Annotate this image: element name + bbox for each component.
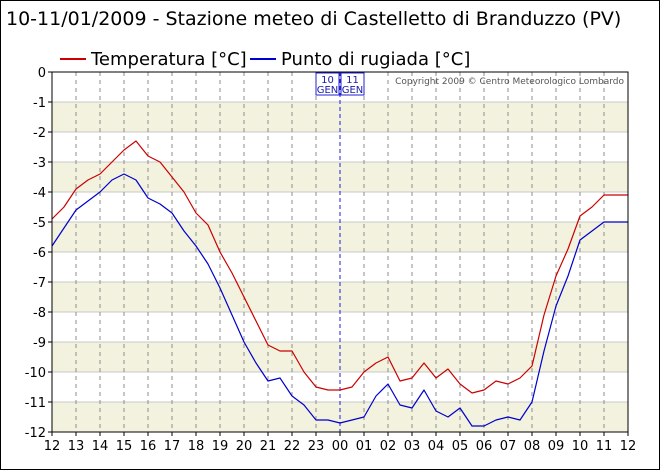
y-tick-label: -12	[25, 426, 46, 441]
legend-item-temperature: Temperatura [°C]	[60, 48, 247, 70]
x-tick-label: 20	[236, 439, 253, 454]
x-tick-label: 03	[404, 439, 421, 454]
x-tick-label: 16	[140, 439, 157, 454]
y-tick-label: -7	[33, 276, 46, 291]
x-tick-label: 21	[260, 439, 277, 454]
legend-swatch-dewpoint	[250, 58, 276, 60]
day-marker-date: 10	[321, 75, 334, 86]
y-tick-label: -11	[25, 396, 46, 411]
y-tick-label: -9	[33, 336, 46, 351]
copyright-text: Copyright 2009 © Centro Meteorologico Lo…	[395, 77, 624, 87]
y-tick-label: -4	[33, 186, 46, 201]
x-tick-label: 08	[524, 439, 541, 454]
x-tick-label: 12	[44, 439, 61, 454]
day-marker-month: GEN	[317, 85, 339, 96]
x-tick-label: 12	[620, 439, 637, 454]
y-tick-label: -8	[33, 306, 46, 321]
x-tick-label: 23	[308, 439, 325, 454]
day-marker-box	[340, 72, 365, 96]
x-tick-label: 10	[572, 439, 589, 454]
y-tick-label: -6	[33, 246, 46, 261]
legend-label-temperature: Temperatura [°C]	[91, 48, 247, 70]
y-tick-label: -10	[25, 366, 46, 381]
legend-swatch-temperature	[60, 58, 86, 60]
y-tick-label: -3	[33, 156, 46, 171]
x-tick-label: 07	[500, 439, 517, 454]
chart-title: 10-11/01/2009 - Stazione meteo di Castel…	[6, 8, 622, 30]
y-tick-label: -1	[33, 96, 46, 111]
x-tick-label: 05	[452, 439, 469, 454]
day-marker-date: 11	[346, 75, 359, 86]
series-line-dewpoint	[51, 173, 628, 427]
x-tick-label: 13	[68, 439, 85, 454]
day-marker-month: GEN	[342, 85, 364, 96]
y-tick-label: -2	[33, 126, 46, 141]
x-tick-label: 22	[284, 439, 301, 454]
x-tick-label: 06	[476, 439, 493, 454]
x-tick-label: 02	[380, 439, 397, 454]
x-tick-label: 15	[116, 439, 133, 454]
series-line-temperature	[51, 140, 628, 394]
x-tick-label: 09	[548, 439, 565, 454]
y-tick-label: -5	[33, 216, 46, 231]
x-tick-label: 17	[164, 439, 181, 454]
x-tick-label: 00	[332, 439, 349, 454]
x-tick-label: 14	[92, 439, 109, 454]
day-marker-box	[315, 72, 340, 96]
x-tick-label: 19	[212, 439, 229, 454]
y-tick-label: 0	[38, 66, 46, 81]
legend-item-dewpoint: Punto di rugiada [°C]	[250, 48, 470, 70]
x-tick-label: 18	[188, 439, 205, 454]
legend-label-dewpoint: Punto di rugiada [°C]	[281, 48, 471, 70]
x-tick-label: 04	[428, 439, 445, 454]
x-tick-label: 11	[596, 439, 613, 454]
x-tick-label: 01	[356, 439, 373, 454]
